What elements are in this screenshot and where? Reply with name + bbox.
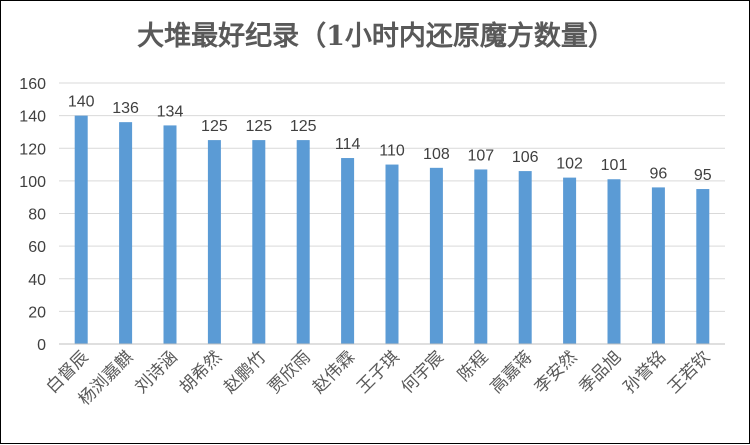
- data-label: 140: [68, 94, 95, 111]
- data-label: 95: [694, 167, 712, 184]
- data-label: 125: [201, 118, 228, 135]
- category-label: 高嘉蒋: [487, 347, 537, 397]
- bar: [563, 177, 577, 344]
- category-label: 胡希然: [176, 347, 226, 397]
- bars: [74, 115, 710, 345]
- bar: [119, 122, 133, 345]
- y-tick-label: 20: [28, 304, 46, 321]
- bar: [252, 140, 266, 344]
- bar: [429, 167, 443, 344]
- bar: [651, 187, 665, 344]
- y-tick-label: 160: [19, 76, 46, 93]
- y-tick-label: 60: [28, 239, 46, 256]
- y-tick-label: 140: [19, 109, 46, 126]
- data-label: 134: [157, 103, 184, 120]
- category-label: 赵伟霖: [309, 347, 359, 397]
- data-labels: 140 136 134 125 125 125 114 110 108 107 106 102 101 9…: [68, 94, 712, 184]
- category-label: 孙誉铭: [620, 347, 670, 397]
- category-label: 王若钦: [664, 347, 714, 397]
- data-label: 125: [290, 118, 317, 135]
- y-tick-label: 80: [28, 207, 46, 224]
- y-tick-label: 40: [28, 272, 46, 289]
- data-label: 102: [556, 156, 583, 173]
- category-label: 刘诗涵: [131, 347, 181, 397]
- category-label: 季品旭: [575, 347, 625, 397]
- bar: [696, 189, 710, 344]
- data-label: 101: [601, 157, 628, 174]
- data-label: 125: [245, 118, 272, 135]
- category-label: 何宇宸: [398, 347, 448, 397]
- bar: [385, 164, 399, 344]
- y-axis-ticks: 0 20 40 60 80 100 120 140 160: [19, 76, 46, 354]
- data-label: 106: [512, 149, 539, 166]
- data-label: 96: [650, 165, 668, 182]
- y-tick-label: 100: [19, 174, 46, 191]
- category-label: 李安然: [531, 347, 581, 397]
- category-label: 赵鹏竹: [220, 347, 270, 397]
- data-label: 114: [335, 136, 361, 153]
- bar: [207, 140, 221, 344]
- data-label: 108: [423, 146, 450, 163]
- category-label: 贾欣雨: [265, 347, 315, 397]
- data-label: 110: [379, 143, 405, 160]
- bar: [296, 140, 310, 344]
- bar: [341, 158, 355, 344]
- data-label: 136: [112, 100, 139, 117]
- y-tick-label: 0: [37, 337, 46, 354]
- category-label: 王子琪: [353, 347, 403, 397]
- bar: [74, 115, 88, 344]
- bar: [607, 179, 621, 344]
- category-label: 陈程: [454, 347, 492, 385]
- y-tick-label: 120: [19, 141, 46, 158]
- bar: [518, 171, 532, 344]
- data-label: 107: [467, 147, 494, 164]
- chart-title: 大堆最好纪录（1小时内还原魔方数量）: [137, 20, 615, 52]
- bar: [474, 169, 488, 344]
- bar: [163, 125, 177, 344]
